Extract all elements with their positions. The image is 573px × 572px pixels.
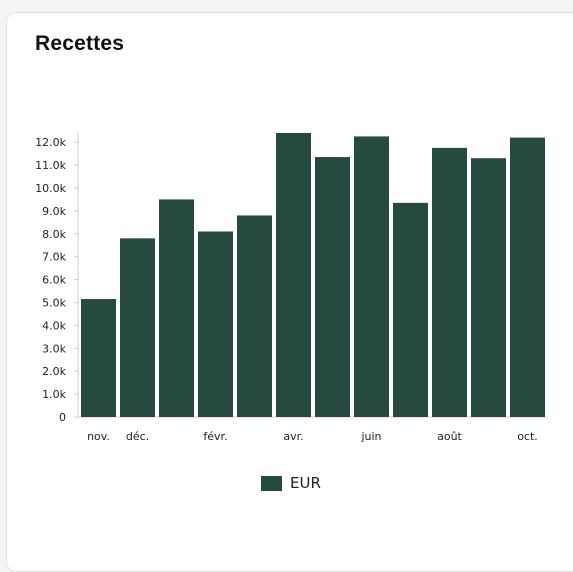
x-tick-label: août <box>437 430 462 443</box>
x-tick-label: févr. <box>203 430 227 443</box>
bar-avr[interactable] <box>276 133 311 417</box>
y-tick-label: 0 <box>59 411 66 424</box>
bar-sept[interactable] <box>471 158 506 417</box>
y-tick-label: 12.0k <box>35 136 66 149</box>
y-tick-label: 7.0k <box>42 251 66 264</box>
bar-août[interactable] <box>432 147 467 418</box>
bar-févr[interactable] <box>198 231 233 417</box>
bars <box>81 133 545 418</box>
y-tick-label: 5.0k <box>42 296 66 309</box>
y-tick-label: 10.0k <box>35 182 66 195</box>
bar-nov[interactable] <box>81 299 116 417</box>
legend-label: EUR <box>290 474 321 492</box>
y-tick-label: 11.0k <box>35 159 66 172</box>
x-tick-label: nov. <box>87 430 110 443</box>
x-tick-label: oct. <box>517 430 538 443</box>
bar-mai[interactable] <box>315 157 350 417</box>
bar-mars[interactable] <box>237 215 272 417</box>
bar-janv[interactable] <box>159 199 194 417</box>
y-axis-ticks: 0 1.0k 2.0k 3.0k 4.0k 5.0k 6.0k 7.0k 8.0k 9.0k 10.… <box>35 136 78 424</box>
y-tick-label: 9.0k <box>42 205 66 218</box>
y-tick-label: 4.0k <box>42 319 66 332</box>
bar-déc[interactable] <box>120 238 155 417</box>
legend-swatch <box>261 475 282 491</box>
y-tick-label: 3.0k <box>42 342 66 355</box>
bar-juil[interactable] <box>393 202 428 417</box>
y-tick-label: 6.0k <box>42 274 66 287</box>
bar-oct[interactable] <box>510 137 545 418</box>
chart-title: Recettes <box>35 32 125 55</box>
y-tick-label: 1.0k <box>42 388 66 401</box>
legend[interactable]: EUR <box>261 474 321 492</box>
bar-juin[interactable] <box>354 136 389 417</box>
bar-chart: 0 1.0k 2.0k 3.0k 4.0k 5.0k 6.0k 7.0k 8.0k 9.0k 10.… <box>35 133 548 443</box>
y-tick-label: 2.0k <box>42 365 66 378</box>
x-tick-label: avr. <box>283 430 303 443</box>
x-tick-label: déc. <box>126 430 149 443</box>
x-axis-ticks: nov. déc. févr. avr. juin août oct. <box>87 430 538 443</box>
y-tick-label: 8.0k <box>42 228 66 241</box>
x-tick-label: juin <box>360 430 381 443</box>
